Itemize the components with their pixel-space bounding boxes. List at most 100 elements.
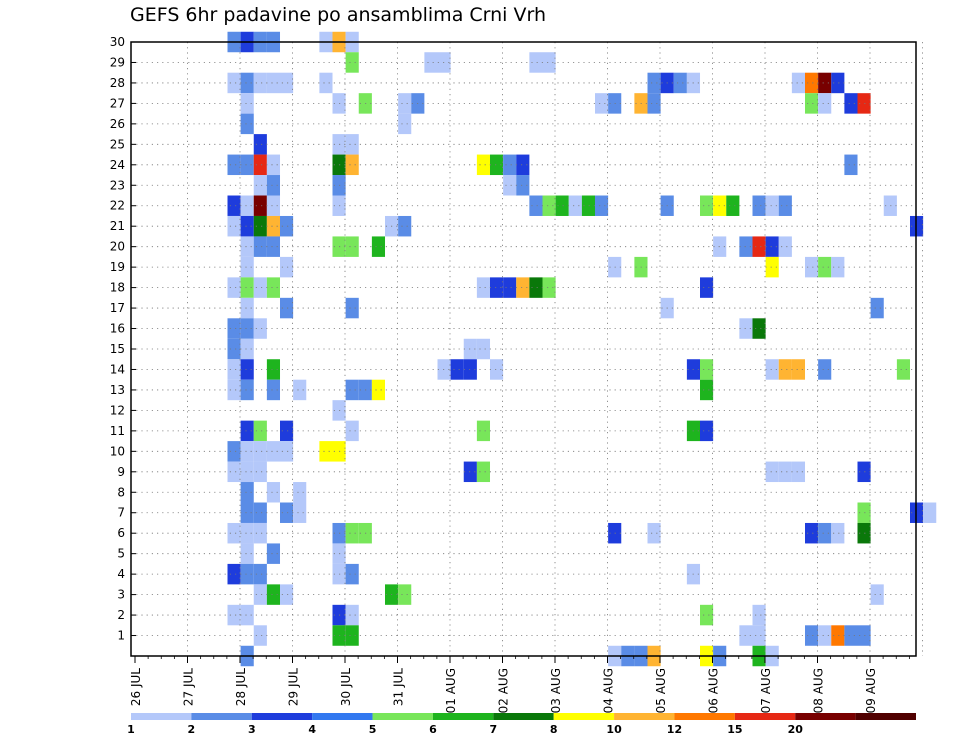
heat-cell (227, 215, 241, 237)
y-tick-label: 5 (117, 547, 125, 561)
heat-cell (476, 154, 491, 176)
heat-cell (293, 379, 307, 401)
heat-cell (240, 522, 254, 544)
colorbar-label: 15 (727, 723, 742, 736)
heat-cell (739, 318, 753, 339)
heat-cell (700, 359, 714, 380)
colorbar-swatch (191, 713, 252, 720)
heat-cell (253, 461, 267, 483)
heat-cell (700, 195, 714, 216)
chart-title: GEFS 6hr padavine po ansamblima Crni Vrh (130, 4, 546, 26)
colorbar-swatch (553, 713, 615, 720)
heat-cell (227, 195, 241, 216)
y-tick-label: 11 (110, 424, 125, 438)
heat-cell (805, 72, 819, 94)
heat-cell (857, 522, 871, 544)
y-tick-label: 18 (110, 281, 125, 295)
heat-cell (463, 461, 477, 483)
heat-cell (240, 604, 254, 626)
heat-cell (476, 277, 491, 298)
x-tick-label: 02 AUG (497, 668, 511, 713)
heat-cell (253, 154, 267, 176)
heat-cell (463, 338, 477, 360)
heat-cell (805, 93, 819, 114)
heat-cell (227, 359, 241, 380)
heat-cell (240, 461, 254, 483)
heat-cell (253, 441, 267, 462)
heat-cell (266, 379, 281, 401)
heat-cell (503, 154, 517, 176)
colorbar-label: 3 (248, 723, 256, 736)
heat-cell (253, 72, 267, 94)
heat-cell (542, 277, 556, 298)
y-tick-label: 24 (110, 158, 125, 172)
heat-cell (844, 93, 858, 114)
heat-cell (345, 563, 359, 585)
heat-cell (778, 236, 792, 257)
heat-cell (516, 277, 530, 298)
colorbar-swatch (734, 713, 796, 720)
heat-cell (227, 522, 241, 544)
y-tick-label: 29 (110, 55, 125, 69)
heat-cell (752, 625, 766, 646)
heat-cell (266, 236, 281, 257)
colorbar-swatch (251, 713, 313, 720)
heat-cell (253, 175, 267, 196)
y-tick-label: 10 (110, 444, 125, 458)
heat-cell (280, 297, 294, 319)
y-axis: 1234567891011121314151617181920212223242… (110, 35, 136, 643)
heat-cell (647, 93, 661, 114)
heat-cell (280, 420, 294, 442)
heat-cell (227, 441, 241, 462)
heat-cell (227, 318, 241, 339)
heat-cell (240, 236, 254, 257)
heat-cell (227, 72, 241, 94)
heat-cell (240, 154, 254, 176)
colorbar-swatch (131, 713, 192, 720)
x-tick-label: 03 AUG (549, 668, 563, 713)
heat-cell (516, 154, 530, 176)
heat-cell (503, 175, 517, 196)
heat-cell (371, 236, 386, 257)
heat-cell (595, 93, 609, 114)
heat-cell (345, 134, 359, 155)
heat-cell (463, 359, 477, 380)
heat-cell (542, 52, 556, 73)
x-axis: 26 JUL 27 JUL 28 JUL 29 JUL 30 JUL 31 JUL 01 A… (129, 656, 910, 713)
y-tick-label: 6 (117, 526, 125, 540)
y-tick-label: 13 (110, 383, 125, 397)
colorbar-swatch (493, 713, 554, 720)
heat-cell (240, 502, 254, 523)
y-tick-label: 19 (110, 260, 125, 274)
heat-cell (280, 215, 294, 237)
heat-cell (700, 420, 714, 442)
heat-cell (818, 359, 832, 380)
heat-cell (647, 522, 661, 544)
heat-cell (752, 195, 766, 216)
heat-cell (857, 502, 871, 523)
heat-cell (240, 195, 254, 216)
heat-cell (227, 277, 241, 298)
heat-cell (227, 154, 241, 176)
colorbar: 1 2 3 4 5 6 7 8 10 12 15 20 (127, 713, 916, 736)
heat-cell (345, 297, 359, 319)
colorbar-swatch (674, 713, 735, 720)
heat-cell (398, 93, 412, 114)
y-tick-label: 20 (110, 240, 125, 254)
heat-cell (253, 195, 267, 216)
heat-cell (240, 379, 254, 401)
heat-cell (253, 215, 267, 237)
heat-cell (700, 604, 714, 626)
heat-cell (266, 154, 281, 176)
heat-cell (266, 215, 281, 237)
heat-cell (870, 297, 884, 319)
heat-cell (280, 256, 294, 278)
heat-cell (280, 584, 294, 605)
heat-cell (266, 584, 281, 605)
heat-cell (765, 195, 779, 216)
heat-cell (280, 502, 294, 523)
heat-cell (266, 175, 281, 196)
grid-layer (131, 41, 923, 656)
heat-cell (253, 277, 267, 298)
heat-cell (595, 195, 609, 216)
